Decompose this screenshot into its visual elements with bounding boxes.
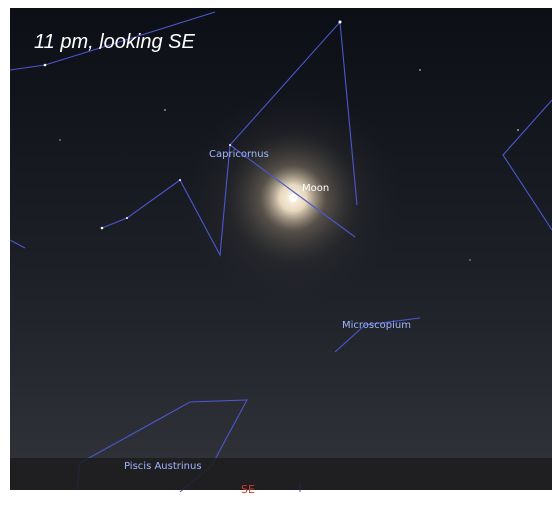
moon-label: Moon: [302, 183, 329, 194]
constellation-label: Microscopium: [342, 320, 411, 331]
constellation-label: Capricornus: [209, 149, 269, 160]
compass-label: SE: [241, 483, 255, 496]
caption: 11 pm, looking SE: [34, 31, 195, 53]
moon: [289, 194, 297, 202]
sky-view: 11 pm, looking SE Capricornus Moon Micro…: [0, 0, 552, 517]
horizon: [10, 458, 552, 490]
constellation-label: Piscis Austrinus: [124, 461, 202, 472]
page: 11 pm, looking SE Capricornus Moon Micro…: [0, 0, 552, 517]
